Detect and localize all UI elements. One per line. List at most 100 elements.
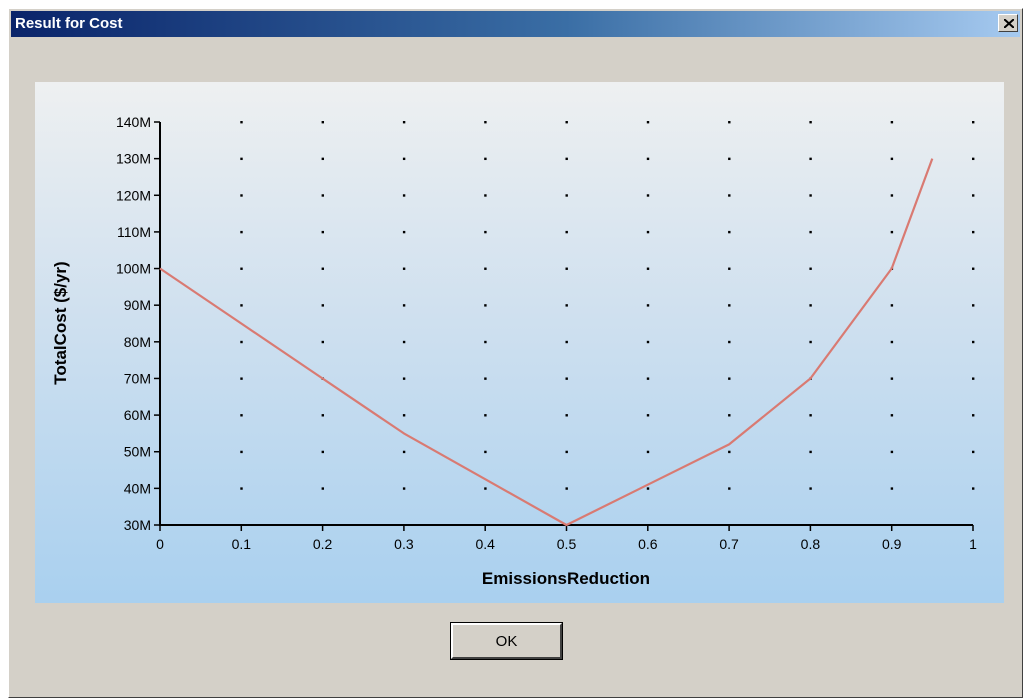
close-button[interactable] bbox=[998, 14, 1018, 32]
cost-chart: 30M 40M 50M 60M 70M 80M 90M 100M 110M 120M 130M 140… bbox=[51, 114, 977, 588]
x-tick-label: 0.5 bbox=[557, 536, 577, 552]
grid-dot bbox=[646, 340, 650, 344]
grid-dot bbox=[809, 267, 812, 270]
grid-dot bbox=[402, 414, 406, 417]
grid-dot bbox=[321, 340, 324, 344]
grid-dot bbox=[240, 487, 243, 490]
grid-dot bbox=[890, 121, 894, 124]
y-tick-label: 130M bbox=[116, 151, 151, 167]
grid-dot bbox=[809, 157, 812, 161]
y-tick-label: 100M bbox=[116, 261, 151, 277]
grid-dot bbox=[484, 377, 487, 380]
x-tick-label: 0.3 bbox=[394, 536, 414, 552]
y-tick-label: 110M bbox=[117, 224, 151, 240]
grid-dot bbox=[646, 194, 650, 197]
grid-dot bbox=[972, 340, 975, 344]
grid-dot bbox=[402, 230, 406, 234]
grid-dot bbox=[972, 304, 975, 307]
grid-dot bbox=[646, 157, 650, 161]
grid-dot bbox=[402, 121, 406, 124]
grid-dot bbox=[809, 304, 812, 307]
grid-dot bbox=[240, 304, 243, 307]
grid-dot bbox=[728, 304, 731, 307]
grid-dot bbox=[565, 340, 568, 344]
grid-dot bbox=[565, 121, 568, 124]
grid-dot bbox=[402, 194, 406, 197]
grid-dot bbox=[646, 304, 650, 307]
grid-dot bbox=[972, 230, 975, 234]
y-tick-label: 40M bbox=[124, 480, 151, 496]
x-tick-label: 0.2 bbox=[313, 536, 333, 552]
grid-dot bbox=[402, 340, 406, 344]
grid-dot bbox=[402, 304, 406, 307]
x-tick-label: 0.8 bbox=[801, 536, 821, 552]
series-line bbox=[159, 158, 934, 527]
grid-dot bbox=[890, 230, 894, 234]
grid-dot bbox=[321, 267, 324, 270]
x-ticks: 0 0.1 0.2 0.3 0.4 0.5 0.6 0.7 0.8 0.9 1 bbox=[156, 525, 977, 552]
grid-dot bbox=[321, 414, 324, 417]
grid-dot bbox=[565, 267, 568, 270]
y-tick-label: 50M bbox=[124, 444, 151, 460]
grid-dot bbox=[809, 194, 812, 197]
grid-dot bbox=[809, 487, 812, 490]
grid-dot bbox=[565, 414, 568, 417]
result-dialog: Result for Cost 30M 40M 50M 60M 70M 80M 90M 100… bbox=[8, 8, 1023, 698]
y-tick-label: 120M bbox=[116, 187, 151, 203]
grid-dot bbox=[646, 230, 650, 234]
grid-dot bbox=[728, 121, 731, 124]
grid-dot bbox=[240, 377, 243, 380]
x-tick-label: 0.6 bbox=[638, 536, 658, 552]
grid-dot bbox=[890, 340, 894, 344]
grid-dot bbox=[890, 157, 894, 161]
grid-dot bbox=[240, 450, 243, 454]
grid-dot bbox=[240, 267, 243, 270]
grid-dot bbox=[240, 194, 243, 197]
grid-dot bbox=[972, 414, 975, 417]
grid-dot bbox=[402, 157, 406, 161]
grid-dot bbox=[972, 377, 975, 380]
grid-dot bbox=[565, 157, 568, 161]
x-tick-label: 0.7 bbox=[719, 536, 739, 552]
ok-button[interactable]: OK bbox=[450, 622, 563, 660]
x-tick-label: 1 bbox=[969, 536, 977, 552]
grid-dot bbox=[728, 487, 731, 490]
grid-dot bbox=[240, 157, 243, 161]
grid-dot bbox=[728, 230, 731, 234]
x-tick-label: 0.9 bbox=[882, 536, 902, 552]
grid-dot bbox=[890, 450, 894, 454]
grid-dot bbox=[728, 450, 731, 454]
grid-dot bbox=[402, 377, 406, 380]
grid-dot bbox=[484, 230, 487, 234]
grid-dot bbox=[321, 121, 324, 124]
grid-dot bbox=[484, 304, 487, 307]
grid-dot bbox=[890, 414, 894, 417]
y-ticks: 30M 40M 50M 60M 70M 80M 90M 100M 110M 120M 130M 140… bbox=[116, 114, 160, 533]
grid-dot bbox=[809, 414, 812, 417]
grid-dot bbox=[890, 304, 894, 307]
grid-dot bbox=[890, 487, 894, 490]
x-axis-label: EmissionsReduction bbox=[482, 569, 650, 588]
grid-dot bbox=[728, 377, 731, 380]
grid-dot bbox=[890, 194, 894, 197]
grid-dot bbox=[321, 157, 324, 161]
title-bar: Result for Cost bbox=[11, 11, 1020, 37]
grid-dot bbox=[646, 121, 650, 124]
grid-dot bbox=[972, 450, 975, 454]
grid-dot bbox=[321, 230, 324, 234]
grid-dot bbox=[646, 377, 650, 380]
grid-dot bbox=[809, 450, 812, 454]
grid-dots bbox=[240, 121, 975, 490]
grid-dot bbox=[646, 487, 650, 490]
y-axis-label: TotalCost ($/yr) bbox=[51, 261, 70, 384]
grid-dot bbox=[728, 267, 731, 270]
grid-dot bbox=[565, 304, 568, 307]
grid-dot bbox=[646, 414, 650, 417]
grid-dot bbox=[402, 450, 406, 454]
grid-dot bbox=[565, 230, 568, 234]
grid-dot bbox=[728, 194, 731, 197]
grid-dot bbox=[728, 340, 731, 344]
grid-dot bbox=[646, 450, 650, 454]
close-icon bbox=[1004, 19, 1014, 28]
grid-dot bbox=[321, 450, 324, 454]
